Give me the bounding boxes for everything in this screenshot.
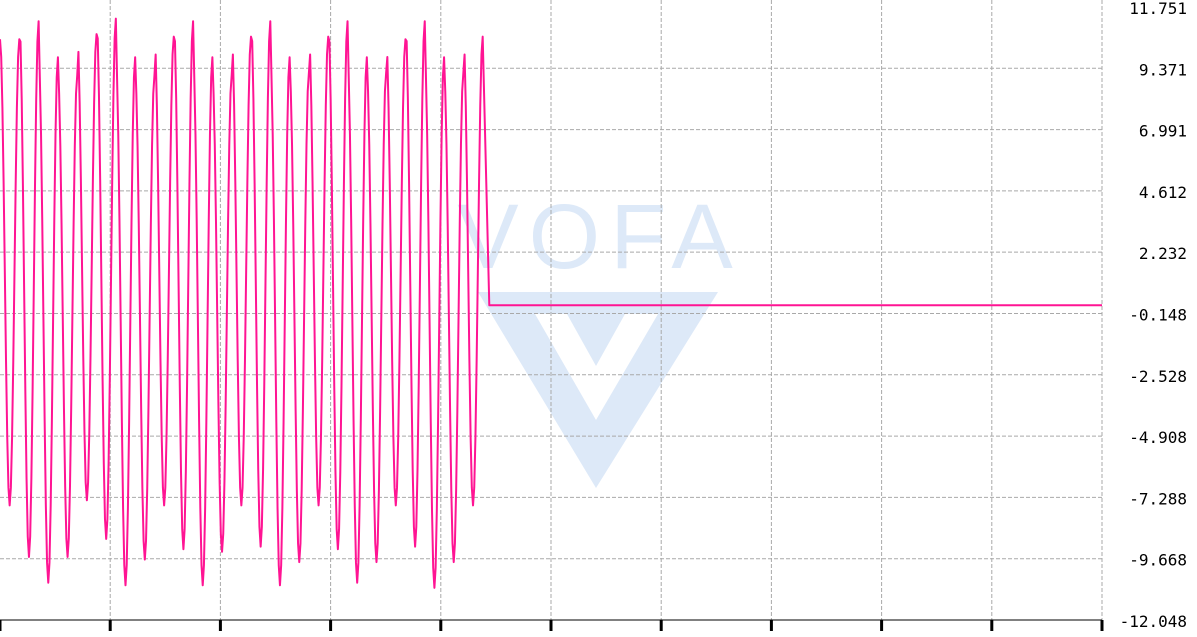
- watermark-text: VOFA: [457, 186, 742, 288]
- grid: [0, 0, 1103, 620]
- y-tick-label: -0.148: [1129, 305, 1187, 324]
- y-tick-label: 9.371: [1139, 60, 1187, 79]
- y-axis-labels: 11.751 9.371 6.991 4.612 2.232 -0.148 -2.528 -4…: [1120, 0, 1187, 631]
- y-tick-label: -2.528: [1129, 367, 1187, 386]
- series-line: [0, 17, 1102, 589]
- y-tick-label: 2.232: [1139, 244, 1187, 263]
- y-tick-label: 6.991: [1139, 122, 1187, 141]
- series-layer: [0, 17, 1102, 589]
- x-axis: [0, 619, 1104, 631]
- watermark: VOFA: [457, 186, 742, 488]
- y-tick-label: -9.668: [1129, 551, 1187, 570]
- y-tick-label: 11.751: [1129, 0, 1187, 18]
- y-tick-label: -4.908: [1129, 428, 1187, 447]
- y-tick-label: -12.048: [1120, 612, 1187, 631]
- y-tick-label: -7.288: [1129, 489, 1187, 508]
- y-tick-label: 4.612: [1139, 183, 1187, 202]
- v-logo-icon: [478, 292, 718, 488]
